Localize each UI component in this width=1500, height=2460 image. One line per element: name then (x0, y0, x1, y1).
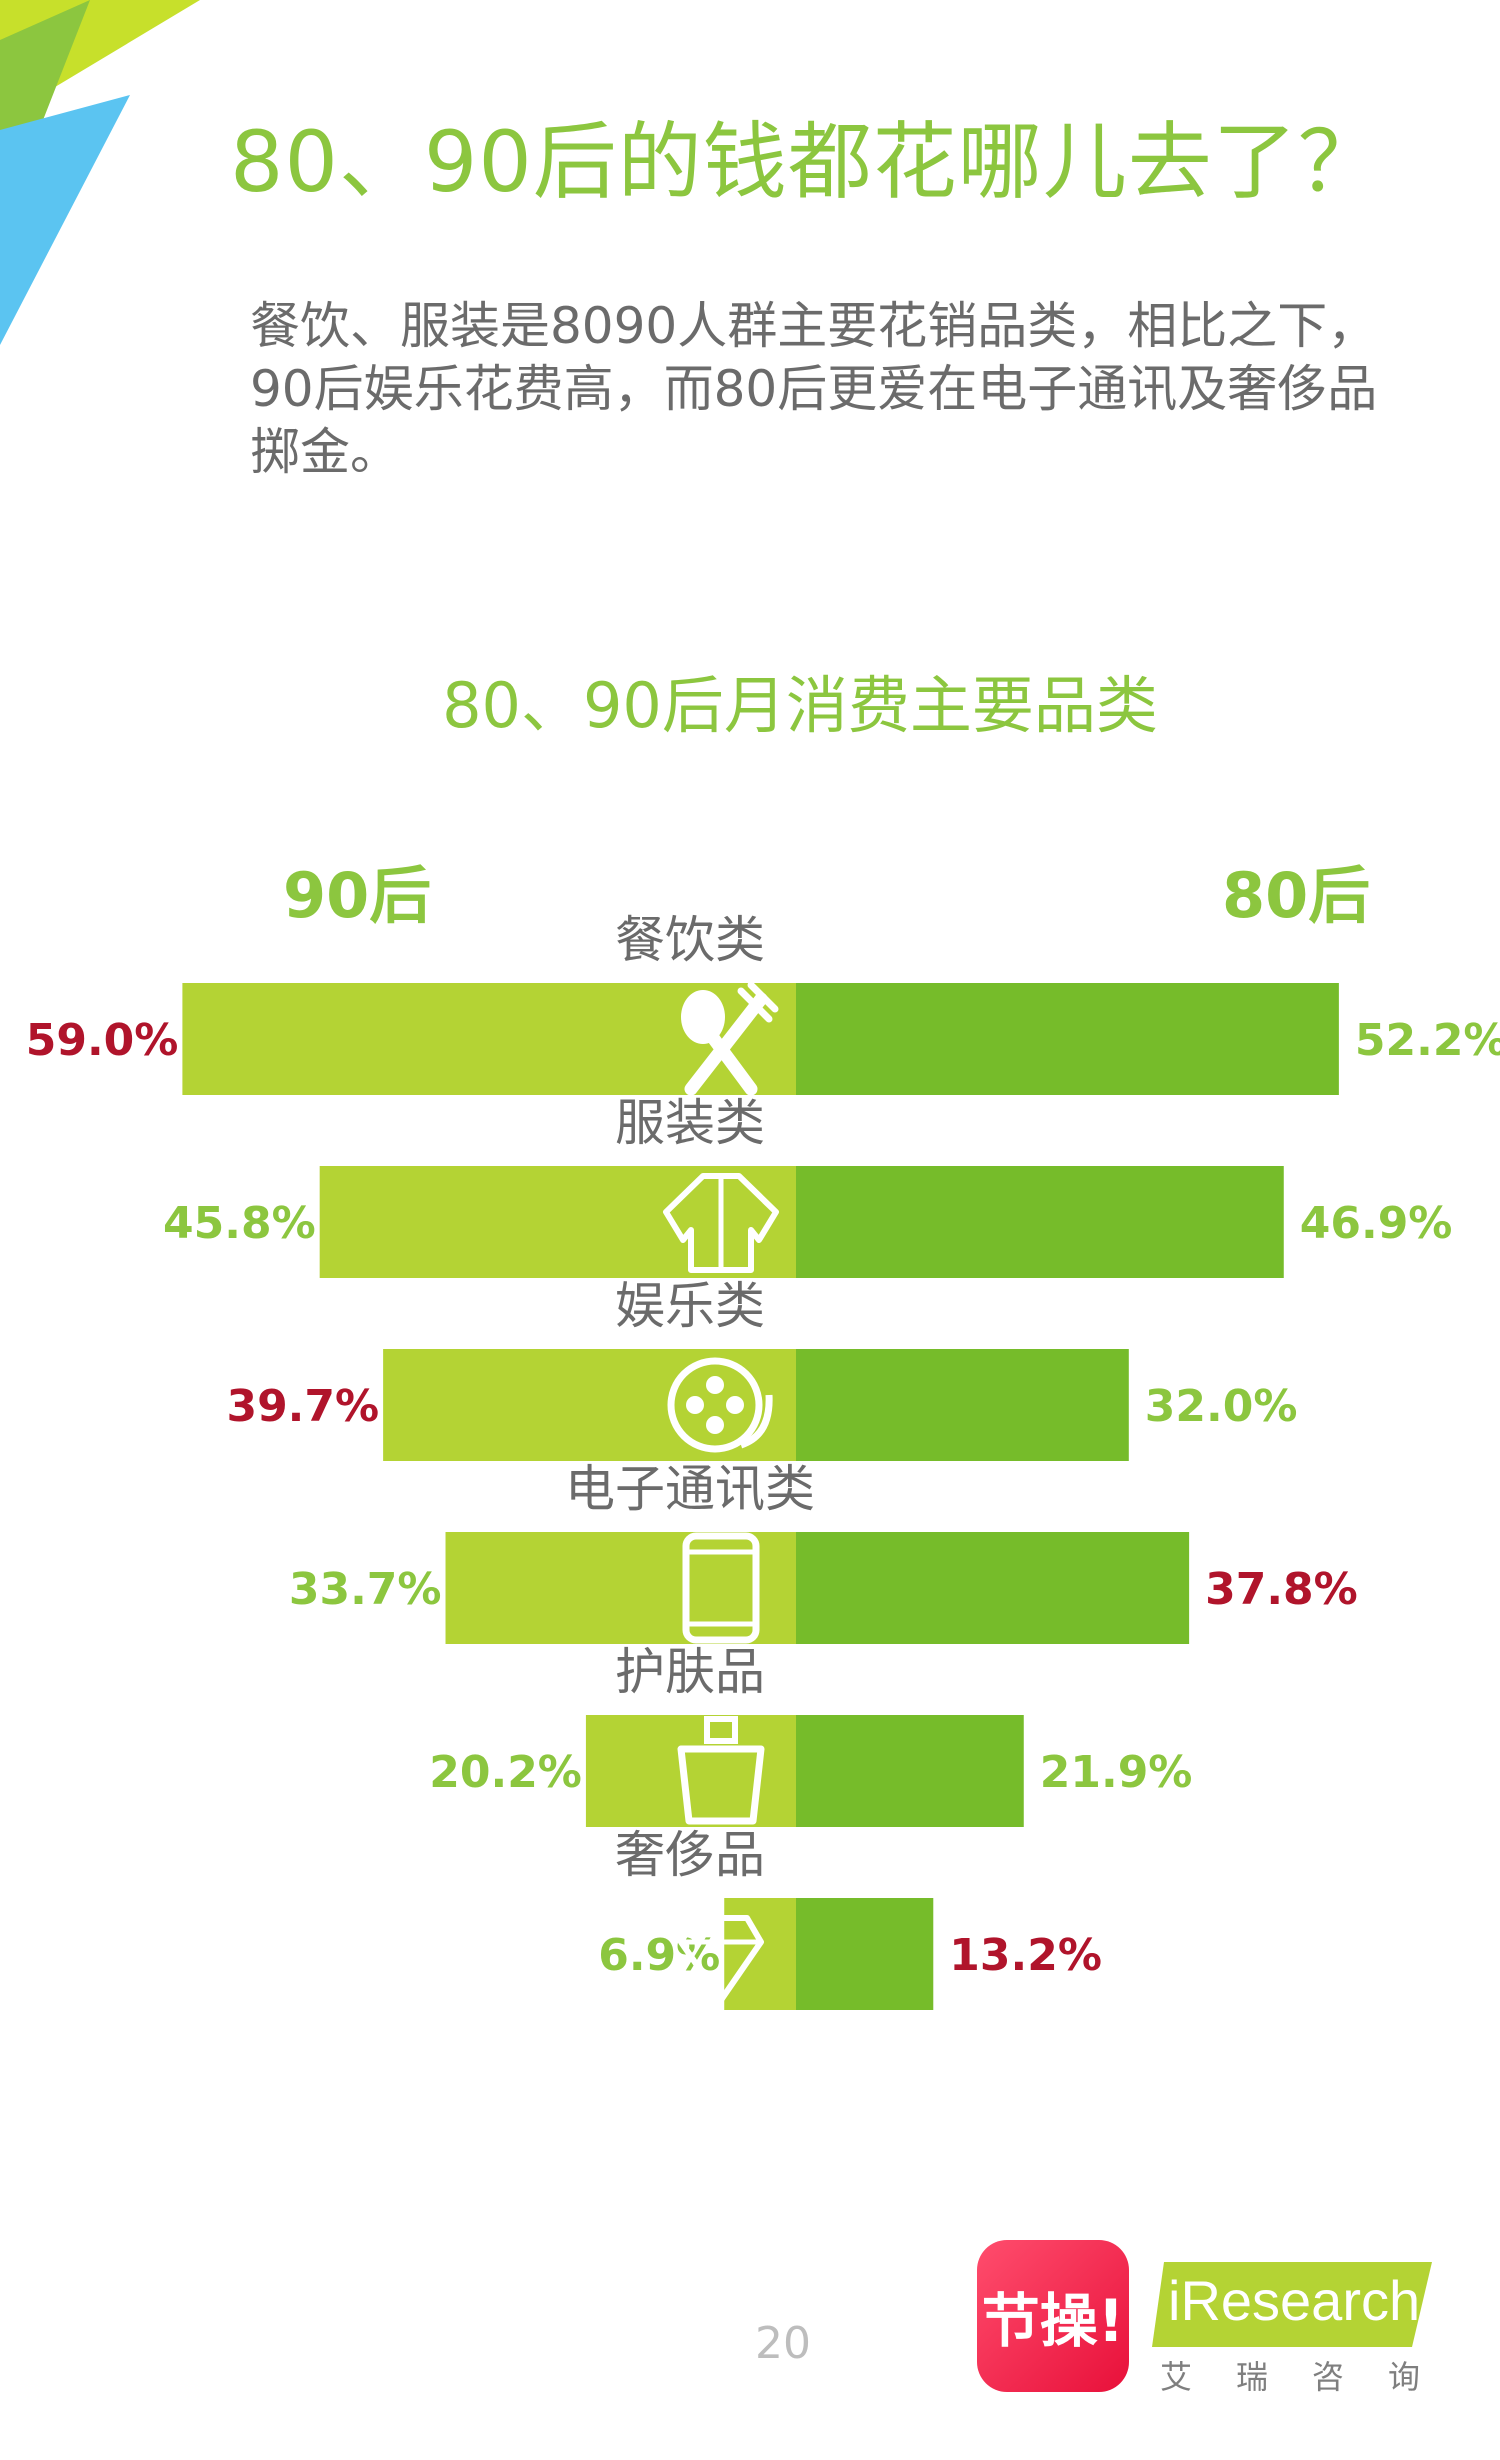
utensils-icon-part-2 (684, 992, 768, 1096)
value-label-80-0: 52.2% (1355, 1015, 1500, 1066)
bar-80-3 (796, 1532, 1190, 1644)
category-label-1: 服装类 (615, 1094, 765, 1152)
value-label-80-2: 32.0% (1145, 1381, 1298, 1432)
category-label-5: 奢侈品 (615, 1826, 765, 1884)
film-reel-icon-part-1 (706, 1376, 724, 1394)
iresearch-logo-subtitle: 艾瑞咨询 (1160, 2358, 1465, 2396)
jacket-icon (663, 1173, 779, 1273)
bar-chart: 餐饮类 59.0% 52.2% 服装类 45.8% 46.9% 娱乐类 39.7% 32.0% 电… (26, 911, 1500, 2010)
film-reel-icon (667, 1357, 763, 1453)
bar-80-2 (796, 1349, 1129, 1461)
value-label-90-1: 45.8% (163, 1198, 316, 1249)
bar-90-1 (319, 1166, 796, 1278)
bar-90-5 (724, 1898, 796, 2010)
film-reel-icon-part-5 (739, 1394, 773, 1449)
diamond-icon (678, 1915, 764, 2003)
category-label-4: 护肤品 (615, 1643, 765, 1701)
skincare-bottle-icon (704, 1716, 738, 1744)
page-subtitle: 餐饮、服装是8090人群主要花销品类，相比之下，90后娱乐花费高，而80后更爱在… (250, 297, 1378, 481)
legend-80: 80后 (1222, 859, 1371, 932)
legend-90: 90后 (283, 859, 432, 932)
utensils-icon-part-1 (704, 1028, 758, 1096)
value-label-80-5: 13.2% (949, 1930, 1102, 1981)
phone-icon (682, 1532, 760, 1644)
skincare-bottle-icon-part-1 (677, 1745, 765, 1825)
category-label-3: 电子通讯类 (565, 1460, 815, 1518)
value-label-80-4: 21.9% (1040, 1747, 1193, 1798)
value-label-90-3: 33.7% (289, 1564, 442, 1615)
film-reel-icon-part-4 (726, 1396, 744, 1414)
value-label-80-3: 37.8% (1205, 1564, 1358, 1615)
film-reel-icon-part-2 (706, 1416, 724, 1434)
page-number: 20 (755, 2318, 811, 2369)
bar-80-5 (796, 1898, 934, 2010)
bar-80-4 (796, 1715, 1024, 1827)
value-label-90-0: 59.0% (26, 1015, 179, 1066)
value-label-90-2: 39.7% (226, 1381, 379, 1432)
bar-80-1 (796, 1166, 1284, 1278)
category-label-0: 餐饮类 (615, 911, 765, 969)
film-reel-icon-part-3 (686, 1396, 704, 1414)
iresearch-logo (1152, 2262, 1432, 2347)
chart-title: 80、90后月消费主要品类 (442, 669, 1158, 742)
utensils-icon-part-3 (737, 981, 779, 1023)
corner-decoration (0, 0, 200, 345)
bar-90-3 (445, 1532, 796, 1644)
bar-80-0 (796, 983, 1339, 1095)
category-label-2: 娱乐类 (615, 1277, 765, 1335)
value-label-90-4: 20.2% (429, 1747, 582, 1798)
iresearch-logo-text: iResearch (1168, 2269, 1421, 2332)
page-title: 80、90后的钱都花哪儿去了？ (230, 113, 1383, 211)
value-label-80-1: 46.9% (1300, 1198, 1453, 1249)
jiecao-logo: 节操! (977, 2240, 1129, 2392)
